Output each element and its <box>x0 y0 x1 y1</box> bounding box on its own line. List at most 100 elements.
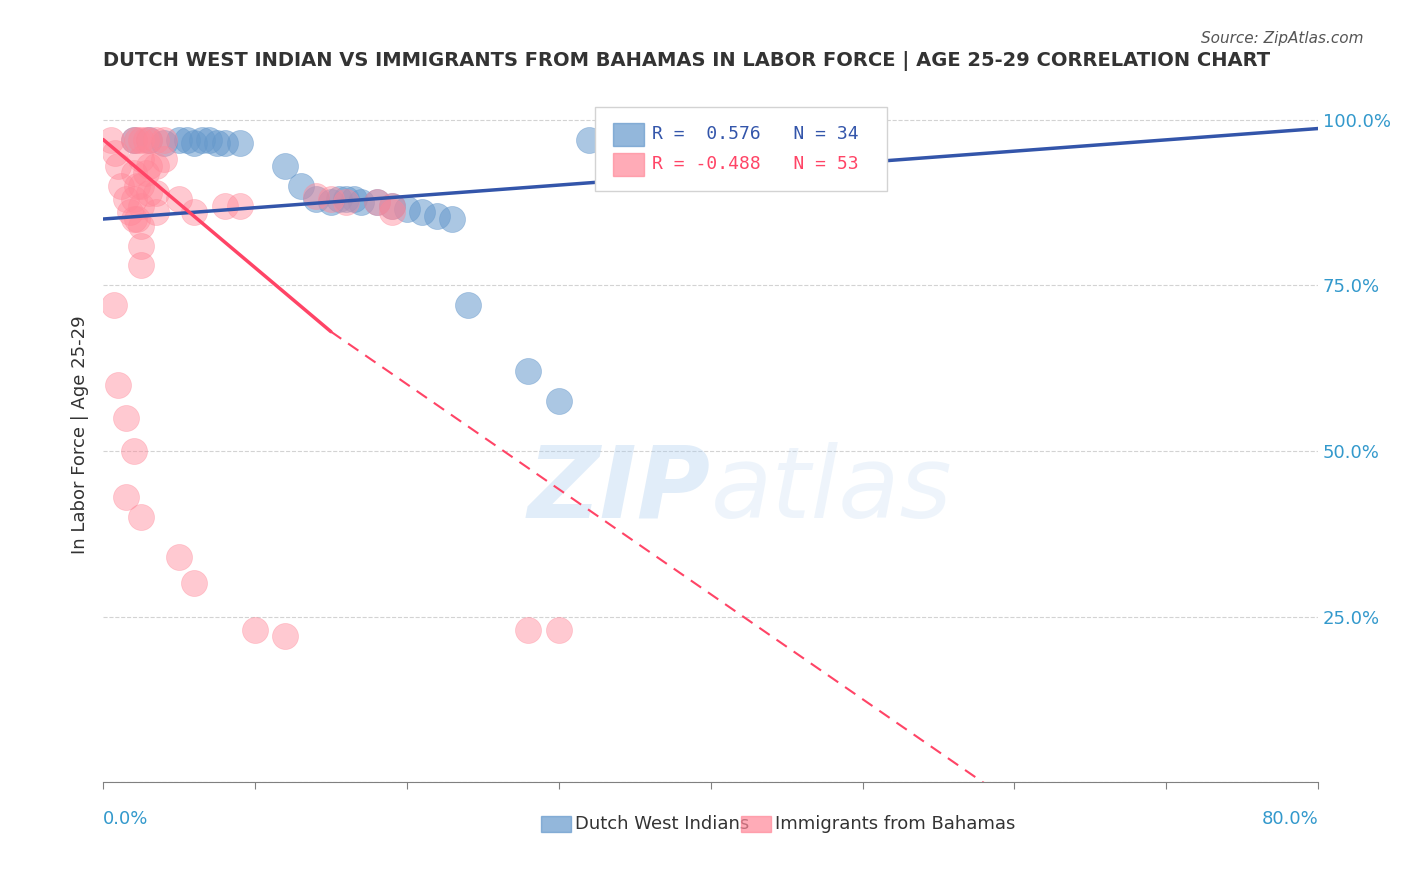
Point <box>103 298 125 312</box>
Point <box>100 132 122 146</box>
Point <box>547 623 569 637</box>
Point <box>122 166 145 180</box>
Point <box>335 195 357 210</box>
Point <box>851 132 873 146</box>
Point <box>395 202 418 216</box>
Point <box>145 132 167 146</box>
Point <box>669 132 692 146</box>
Point <box>129 132 152 146</box>
Point <box>205 136 228 150</box>
Point <box>125 212 148 227</box>
Point <box>135 166 157 180</box>
Point <box>129 178 152 193</box>
Text: ZIP: ZIP <box>527 442 710 539</box>
Point <box>274 159 297 173</box>
Point <box>343 192 366 206</box>
Point <box>138 186 160 200</box>
Point <box>381 199 404 213</box>
Point <box>153 153 176 167</box>
Point <box>138 132 160 146</box>
Point <box>305 189 328 203</box>
Text: DUTCH WEST INDIAN VS IMMIGRANTS FROM BAHAMAS IN LABOR FORCE | AGE 25-29 CORRELAT: DUTCH WEST INDIAN VS IMMIGRANTS FROM BAH… <box>103 51 1270 70</box>
Text: atlas: atlas <box>710 442 952 539</box>
Point <box>381 205 404 219</box>
Point <box>381 199 404 213</box>
Point <box>120 205 142 219</box>
Text: R = -0.488   N = 53: R = -0.488 N = 53 <box>652 154 859 173</box>
Point <box>335 192 357 206</box>
Point <box>214 199 236 213</box>
Point <box>426 209 449 223</box>
Text: Immigrants from Bahamas: Immigrants from Bahamas <box>775 815 1015 833</box>
Bar <box>741 815 772 832</box>
Text: Dutch West Indians: Dutch West Indians <box>575 815 749 833</box>
Point <box>366 195 388 210</box>
Point <box>183 136 205 150</box>
Point <box>129 510 152 524</box>
Point <box>138 159 160 173</box>
Point <box>638 132 661 146</box>
Bar <box>613 153 644 176</box>
Point <box>115 192 138 206</box>
Point <box>305 192 328 206</box>
Text: R =  0.576   N = 34: R = 0.576 N = 34 <box>652 125 859 143</box>
Point <box>167 132 190 146</box>
Point <box>129 219 152 233</box>
Point <box>167 549 190 564</box>
Point <box>167 192 190 206</box>
Point <box>183 576 205 591</box>
Point <box>129 259 152 273</box>
Point <box>1337 132 1360 146</box>
Point <box>135 132 157 146</box>
Point <box>176 132 198 146</box>
Point <box>274 629 297 643</box>
Point <box>319 192 342 206</box>
FancyBboxPatch shape <box>595 107 887 191</box>
Point <box>191 132 214 146</box>
Point <box>145 205 167 219</box>
Point <box>350 195 373 210</box>
Point <box>517 364 540 378</box>
Point <box>243 623 266 637</box>
Point <box>457 298 479 312</box>
Bar <box>613 123 644 145</box>
Point <box>122 212 145 227</box>
Point <box>214 136 236 150</box>
Point <box>104 145 127 160</box>
Point <box>129 153 152 167</box>
Text: 0.0%: 0.0% <box>103 810 149 828</box>
Point <box>122 132 145 146</box>
Point <box>229 136 252 150</box>
Point <box>229 199 252 213</box>
Point <box>125 132 148 146</box>
Point <box>319 195 342 210</box>
Point <box>110 178 132 193</box>
Point <box>153 132 176 146</box>
Point <box>125 178 148 193</box>
Point <box>366 195 388 210</box>
Y-axis label: In Labor Force | Age 25-29: In Labor Force | Age 25-29 <box>72 315 89 554</box>
Text: Source: ZipAtlas.com: Source: ZipAtlas.com <box>1201 31 1364 46</box>
Point <box>517 623 540 637</box>
Point <box>153 136 176 150</box>
Point <box>145 159 167 173</box>
Point <box>129 199 152 213</box>
Point <box>122 444 145 458</box>
Point <box>115 491 138 505</box>
Point <box>107 159 129 173</box>
Point <box>183 205 205 219</box>
Point <box>198 132 221 146</box>
Point <box>122 132 145 146</box>
Point <box>578 132 600 146</box>
Point <box>441 212 464 227</box>
Point <box>129 238 152 252</box>
Text: 80.0%: 80.0% <box>1261 810 1319 828</box>
Point <box>547 394 569 409</box>
Point <box>138 132 160 146</box>
Point <box>115 410 138 425</box>
Point <box>328 192 350 206</box>
Bar <box>540 815 571 832</box>
Point <box>145 186 167 200</box>
Point <box>411 205 433 219</box>
Point <box>122 192 145 206</box>
